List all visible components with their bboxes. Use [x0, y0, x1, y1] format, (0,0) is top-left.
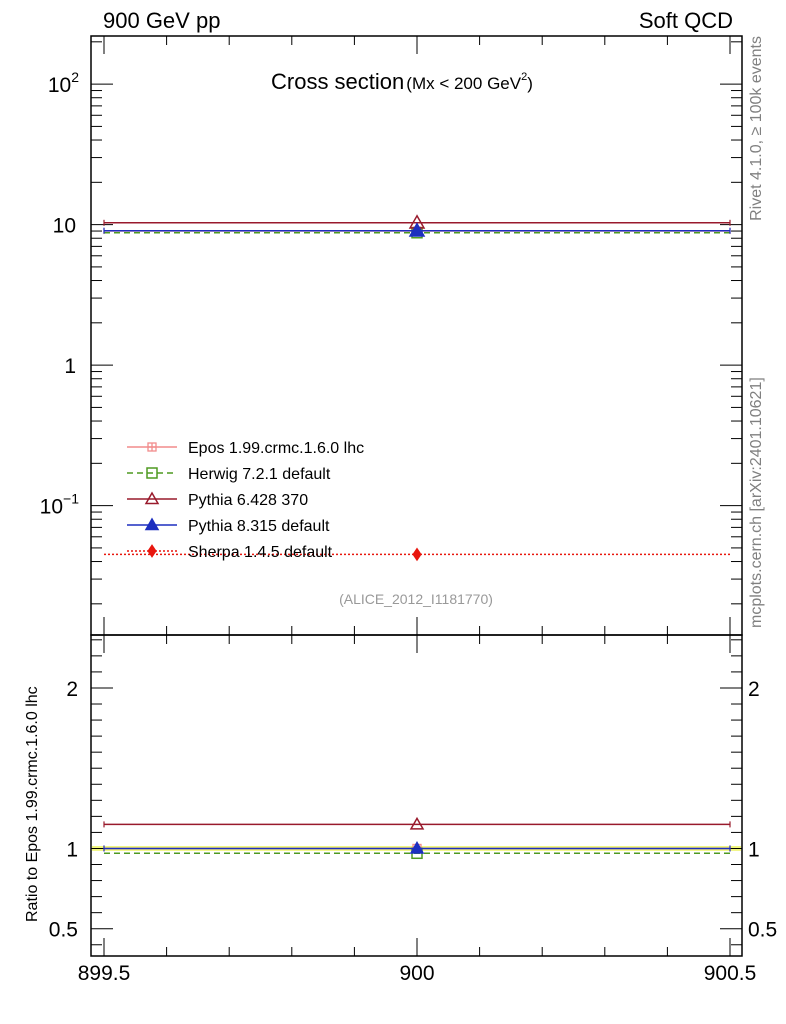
legend-label: Pythia 8.315 default	[188, 518, 330, 535]
header-right-label: Soft QCD	[639, 8, 733, 33]
analysis-id-label: (ALICE_2012_I1181770)	[339, 591, 493, 607]
x-axis: 899.5 900 900.5	[78, 36, 757, 985]
x-tick-label: 899.5	[78, 962, 131, 985]
legend-label: Sherpa 1.4.5 default	[188, 544, 333, 561]
marker-crossbox	[147, 442, 157, 452]
series-point-4	[412, 547, 422, 562]
ratio-point-2	[409, 816, 425, 830]
main-series-group	[103, 214, 731, 562]
marker-triangle	[144, 491, 160, 505]
ratio-y-axis-label: Ratio to Epos 1.99.crmc.1.6.0 lhc	[24, 686, 41, 922]
main-y-tick-label: 102	[48, 69, 79, 97]
ratio-y-tick-label-right: 2	[748, 678, 760, 701]
marker-square	[146, 467, 158, 479]
legend: Epos 1.99.crmc.1.6.0 lhc Herwig 7.2.1 def…	[127, 440, 364, 561]
header-left-label: 900 GeV pp	[103, 8, 220, 33]
ratio-y-tick-label: 1	[66, 838, 78, 861]
main-y-tick-label: 10	[53, 215, 76, 238]
marker-diamond	[147, 544, 157, 558]
ratio-y-tick-label-right: 1	[748, 838, 760, 861]
ratio-y-tick-label-right: 0.5	[748, 919, 777, 942]
chart-title: Cross section (Mx < 200 GeV2)	[271, 69, 533, 94]
marker-triangle	[144, 517, 160, 531]
legend-item-4: Sherpa 1.4.5 default	[127, 544, 333, 561]
series-point-3	[408, 222, 426, 237]
ratio-series-group	[103, 816, 731, 860]
ratio-y-tick-label: 2	[66, 678, 78, 701]
main-y-tick-label: 10−1	[40, 491, 80, 519]
rivet-version-label: Rivet 4.1.0, ≥ 100k events	[748, 36, 765, 221]
main-y-axis: 102 10 1 10−1	[40, 41, 742, 605]
ratio-y-tick-label: 0.5	[49, 919, 78, 942]
ratio-y-axis: 0.5 0.5 1 1 2 2	[49, 639, 777, 946]
x-tick-label: 900.5	[704, 962, 757, 985]
legend-item-2: Pythia 6.428 370	[127, 491, 308, 509]
legend-item-1: Herwig 7.2.1 default	[127, 466, 331, 483]
legend-label: Herwig 7.2.1 default	[188, 466, 331, 483]
x-tick-label: 900	[399, 962, 434, 985]
legend-label: Pythia 6.428 370	[188, 492, 308, 509]
legend-item-0: Epos 1.99.crmc.1.6.0 lhc	[127, 440, 364, 457]
main-y-tick-label: 1	[64, 355, 76, 378]
ratio-point-3	[409, 840, 425, 854]
mcplots-reference-label: mcplots.cern.ch [arXiv:2401.10621]	[748, 377, 765, 628]
ratio-panel-frame	[90, 634, 743, 957]
legend-label: Epos 1.99.crmc.1.6.0 lhc	[188, 440, 364, 457]
legend-item-3: Pythia 8.315 default	[127, 517, 330, 535]
